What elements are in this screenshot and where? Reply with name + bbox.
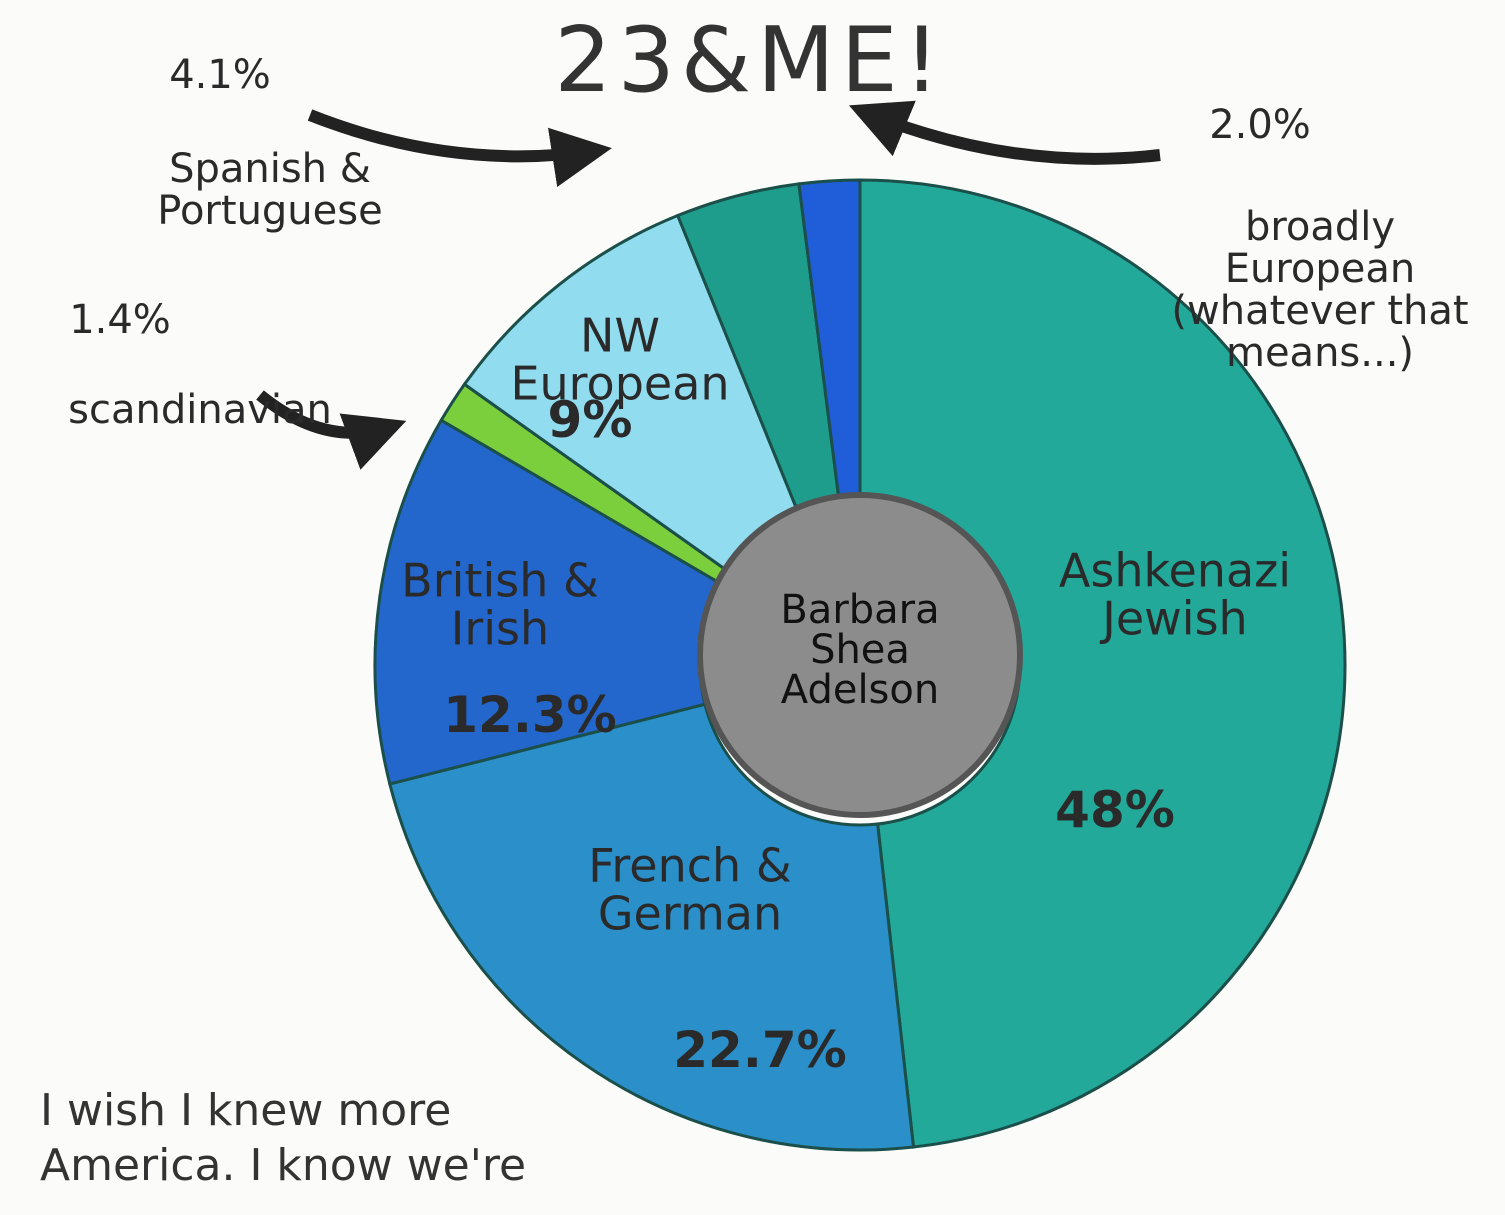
slice-label: Ashkenazi Jewish — [1058, 543, 1292, 646]
value-label: 4.1% — [169, 52, 271, 98]
slice-label: Spanish & Portuguese — [157, 146, 383, 234]
slice-label: broadly European (whatever that means...… — [1171, 204, 1469, 376]
slice-label: British & Irish — [401, 553, 599, 656]
center-hole — [697, 492, 1023, 818]
slice-label: scandinavian — [68, 387, 332, 433]
value-label: 1.4% — [69, 297, 171, 343]
value-label: 22.7% — [673, 1020, 847, 1079]
slice-label: NW European — [510, 308, 730, 411]
value-label: 48% — [1055, 780, 1175, 839]
arrow — [256, 390, 407, 470]
value-label: 9% — [547, 390, 633, 449]
note: I wish I knew more — [40, 1085, 452, 1136]
center-label: Barbara Shea Adelson — [780, 587, 940, 713]
arrow — [848, 100, 1161, 165]
arrow — [307, 109, 612, 187]
note: America. I know we're — [40, 1140, 527, 1191]
chart-title: 23&ME! — [554, 8, 946, 113]
pie-slice — [387, 702, 916, 1152]
value-label: 12.3% — [443, 685, 617, 744]
slice-label: French & German — [588, 838, 792, 941]
value-label: 2.0% — [1209, 102, 1311, 148]
